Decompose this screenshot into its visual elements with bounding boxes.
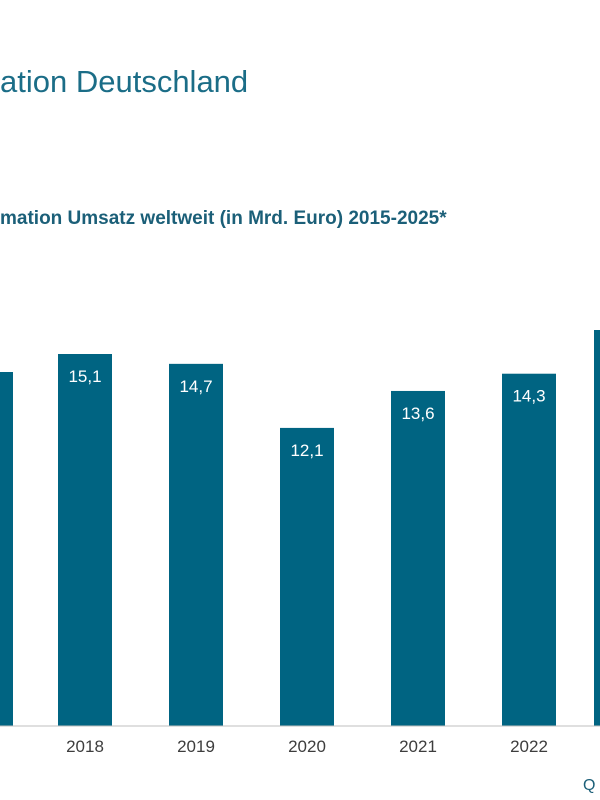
bar-value-label-2019: 14,7 [179, 377, 212, 396]
bar-2018 [58, 354, 112, 726]
x-tick-label-2022: 2022 [510, 737, 548, 756]
bar-2020 [280, 427, 334, 726]
x-tick-labels: 2018 2019 2020 2021 2022 [66, 737, 548, 756]
x-tick-label-2018: 2018 [66, 737, 104, 756]
page-title: ation Deutschland [0, 64, 249, 99]
bar-2022 [502, 373, 556, 726]
x-tick-label-2019: 2019 [177, 737, 215, 756]
bar-partial-left [0, 372, 13, 726]
bar-value-label-2018: 15,1 [68, 367, 101, 386]
bar-value-label-2022: 14,3 [512, 387, 545, 406]
bar-partial-right [594, 330, 600, 726]
chart-title: mation Umsatz weltweit (in Mrd. Euro) 20… [0, 208, 447, 229]
bar-2019 [169, 363, 223, 726]
source-label: Q [583, 777, 596, 794]
x-tick-label-2021: 2021 [399, 737, 437, 756]
x-tick-label-2020: 2020 [288, 737, 326, 756]
bars-group: 15,1 14,7 12,1 13,6 14,3 [58, 354, 556, 726]
bar-value-label-2021: 13,6 [401, 404, 434, 423]
bar-2021 [391, 390, 445, 726]
partial-bars [0, 330, 600, 726]
bar-value-label-2020: 12,1 [290, 441, 323, 460]
